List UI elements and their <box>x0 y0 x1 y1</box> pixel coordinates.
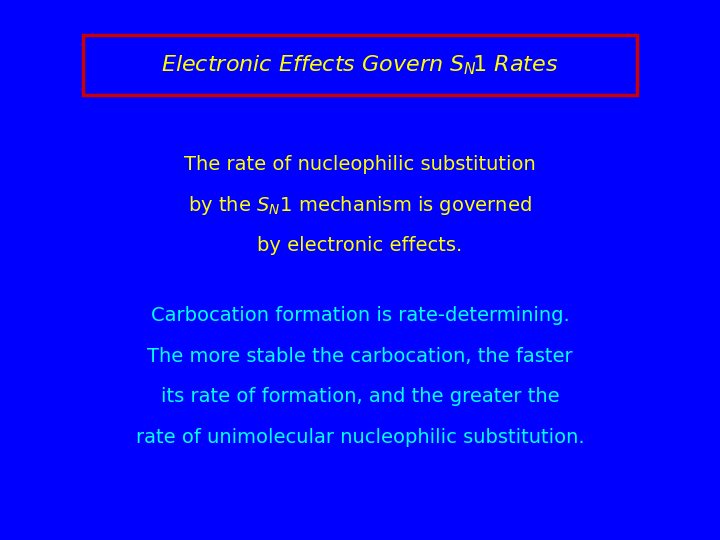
FancyBboxPatch shape <box>83 35 637 94</box>
Text: rate of unimolecular nucleophilic substitution.: rate of unimolecular nucleophilic substi… <box>135 428 585 447</box>
Text: its rate of formation, and the greater the: its rate of formation, and the greater t… <box>161 387 559 407</box>
Text: $\mathit{Electronic\ Effects\ Govern\ S_N\!1\ Rates}$: $\mathit{Electronic\ Effects\ Govern\ S_… <box>161 53 559 77</box>
Text: Carbocation formation is rate-determining.: Carbocation formation is rate-determinin… <box>150 306 570 326</box>
Text: The rate of nucleophilic substitution: The rate of nucleophilic substitution <box>184 155 536 174</box>
Text: The more stable the carbocation, the faster: The more stable the carbocation, the fas… <box>147 347 573 366</box>
Text: by electronic effects.: by electronic effects. <box>257 236 463 255</box>
Text: by the $S_N$1 mechanism is governed: by the $S_N$1 mechanism is governed <box>188 194 532 217</box>
